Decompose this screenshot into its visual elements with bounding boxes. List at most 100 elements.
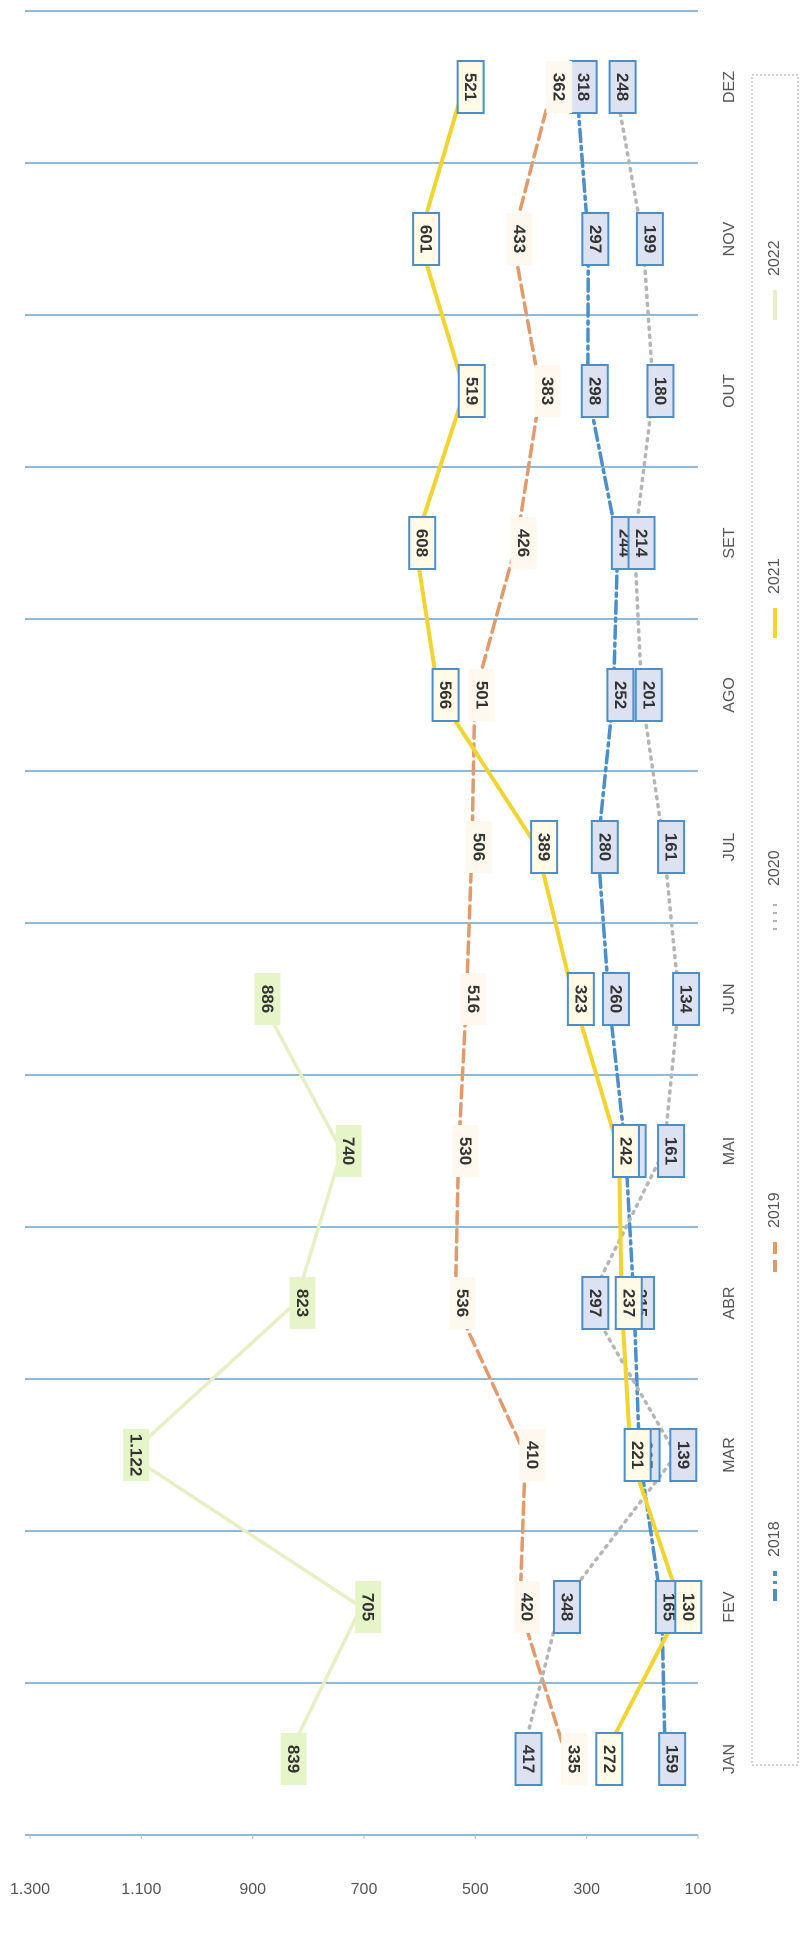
data-label-text: 530: [456, 1137, 475, 1165]
data-label-box: [606, 668, 635, 722]
data-label: 318: [569, 60, 598, 114]
legend-label: 2019: [766, 1192, 783, 1228]
data-label-box: [408, 516, 437, 570]
data-label: 521: [456, 60, 485, 114]
data-label-text: 501: [472, 681, 491, 709]
data-label: 608: [408, 516, 437, 570]
data-label-box: [634, 668, 663, 722]
data-label-text: 886: [258, 985, 277, 1013]
data-label-text: 297: [586, 225, 605, 253]
x-tick-label: AGO: [721, 677, 738, 713]
data-label-text: 536: [453, 1289, 472, 1317]
data-label: 161: [657, 820, 686, 874]
data-label-box: [465, 821, 492, 873]
data-label: 433: [506, 213, 533, 265]
data-label: 348: [552, 1580, 581, 1634]
data-label: 134: [672, 972, 701, 1026]
legend-label: 2020: [766, 850, 783, 886]
data-label: 180: [646, 364, 675, 418]
data-label: 139: [669, 1428, 698, 1482]
x-tick-label: JAN: [721, 1744, 738, 1774]
data-label-text: 242: [616, 1137, 635, 1165]
data-label-text: 180: [651, 377, 670, 405]
data-label-text: 280: [595, 833, 614, 861]
data-label: 248: [608, 60, 637, 114]
legend-label: 2018: [766, 1521, 783, 1557]
data-label-box: [561, 1733, 588, 1785]
data-label: 506: [465, 821, 492, 873]
data-label-box: [611, 1124, 640, 1178]
data-label-text: 248: [613, 73, 632, 101]
data-label: 1.122: [123, 1429, 150, 1481]
x-tick-label: SET: [721, 527, 738, 558]
data-label: 420: [513, 1581, 540, 1633]
data-label: 201: [634, 668, 663, 722]
data-label-box: [608, 60, 637, 114]
data-label: 410: [519, 1429, 546, 1481]
data-label-box: [672, 972, 701, 1026]
data-label: 161: [657, 1124, 686, 1178]
data-label-box: [457, 364, 486, 418]
data-label-text: 161: [662, 1137, 681, 1165]
data-label-box: [280, 1733, 307, 1785]
data-label: 159: [658, 1732, 687, 1786]
data-label: 130: [674, 1580, 703, 1634]
data-label-box: [449, 1277, 476, 1329]
data-label: 323: [566, 972, 595, 1026]
x-tick-label: OUT: [721, 374, 738, 408]
data-label-text: 297: [586, 1289, 605, 1317]
data-label-text: 201: [639, 681, 658, 709]
data-label: 389: [530, 820, 559, 874]
data-label-text: 134: [677, 985, 696, 1014]
data-label: 417: [514, 1732, 543, 1786]
data-label-text: 139: [674, 1441, 693, 1469]
data-label-text: 389: [535, 833, 554, 861]
x-tick-label: DEZ: [721, 71, 738, 103]
data-label-text: 705: [359, 1593, 378, 1621]
data-label-text: 1.122: [127, 1434, 146, 1477]
data-label: 214: [627, 516, 656, 570]
data-label-box: [335, 1125, 362, 1177]
data-label-box: [658, 1732, 687, 1786]
data-label: 839: [280, 1733, 307, 1785]
y-tick-label: 1.300: [10, 1881, 50, 1898]
legend-label: 2022: [766, 240, 783, 276]
data-label-box: [468, 669, 495, 721]
data-label-box: [530, 820, 559, 874]
data-label-text: 420: [517, 1593, 536, 1621]
series-line: [126, 997, 364, 1761]
data-label-box: [452, 1125, 479, 1177]
data-label-box: [580, 364, 609, 418]
data-label-text: 260: [606, 985, 625, 1013]
data-label-text: 165: [659, 1593, 678, 1621]
data-label-text: 272: [600, 1745, 619, 1773]
data-label-box: [546, 61, 573, 113]
data-label-text: 237: [619, 1289, 638, 1317]
data-label-text: 823: [293, 1289, 312, 1317]
data-label-text: 506: [470, 833, 489, 861]
data-label-box: [510, 517, 537, 569]
data-label-box: [635, 212, 664, 266]
data-label-text: 348: [557, 1593, 576, 1621]
data-label-box: [581, 212, 610, 266]
data-label-box: [601, 972, 630, 1026]
data-label-text: 740: [339, 1137, 358, 1165]
y-tick-label: 100: [685, 1881, 712, 1898]
data-label-text: 362: [550, 73, 569, 101]
y-tick-label: 300: [573, 1881, 600, 1898]
data-label: 536: [449, 1277, 476, 1329]
data-label: 519: [457, 364, 486, 418]
data-label-text: 839: [284, 1745, 303, 1773]
x-tick-label: ABR: [721, 1287, 738, 1320]
data-label: 601: [412, 212, 441, 266]
data-label: 221: [623, 1428, 652, 1482]
data-label-text: 426: [514, 529, 533, 557]
data-label-text: 252: [611, 681, 630, 709]
data-label-text: 410: [523, 1441, 542, 1469]
data-label: 705: [355, 1581, 382, 1633]
data-label-box: [614, 1276, 643, 1330]
y-tick-label: 900: [239, 1881, 266, 1898]
data-label-text: 298: [585, 377, 604, 405]
data-label: 383: [534, 365, 561, 417]
